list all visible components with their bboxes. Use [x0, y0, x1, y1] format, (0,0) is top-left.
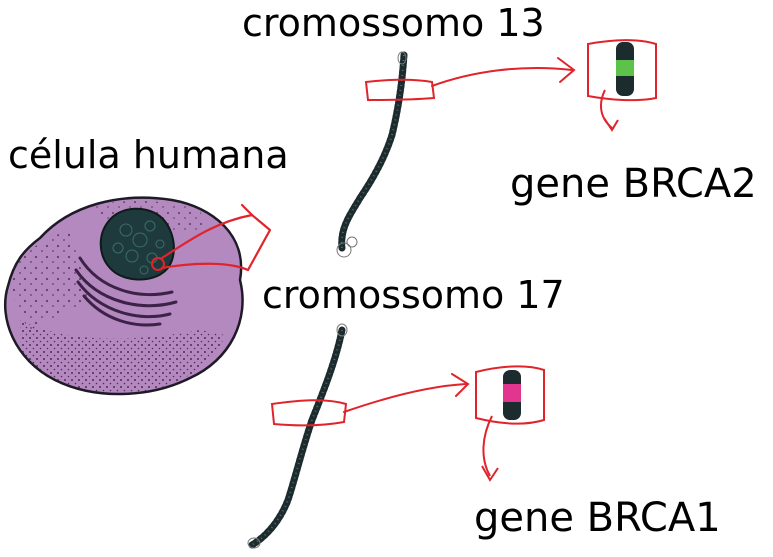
chromosome-13-body — [338, 51, 408, 252]
label-gene-brca2: gene BRCA2 — [510, 161, 757, 207]
brca1-band — [503, 384, 521, 402]
nucleus-highlight-circle — [151, 257, 165, 271]
label-chromosome-17: cromossomo 17 — [262, 273, 565, 317]
human-cell — [3, 196, 244, 396]
cell-lower-dots — [20, 320, 225, 394]
brca2-band — [616, 60, 634, 76]
chromosome-17-body — [248, 326, 346, 549]
chromosome-17-selection — [270, 399, 348, 427]
brca1-zoom-box — [475, 365, 545, 425]
chr17-zoom-arrow — [343, 373, 470, 413]
label-gene-brca1: gene BRCA1 — [474, 495, 721, 541]
brca1-zoom — [475, 365, 545, 482]
cell-to-chromosome-arrow — [160, 203, 272, 272]
chromosome-13-selection — [364, 78, 436, 102]
cell-left-dots — [11, 230, 90, 330]
brca2-zoom-box — [587, 39, 657, 102]
label-chromosome-13: cromossomo 13 — [242, 1, 545, 45]
chromosome-17 — [247, 323, 348, 549]
golgi-apparatus — [74, 256, 178, 327]
label-human-cell: célula humana — [8, 133, 289, 177]
brca2-zoom — [587, 39, 657, 132]
chromosome-13 — [336, 51, 436, 258]
chr13-zoom-arrow — [431, 57, 576, 87]
